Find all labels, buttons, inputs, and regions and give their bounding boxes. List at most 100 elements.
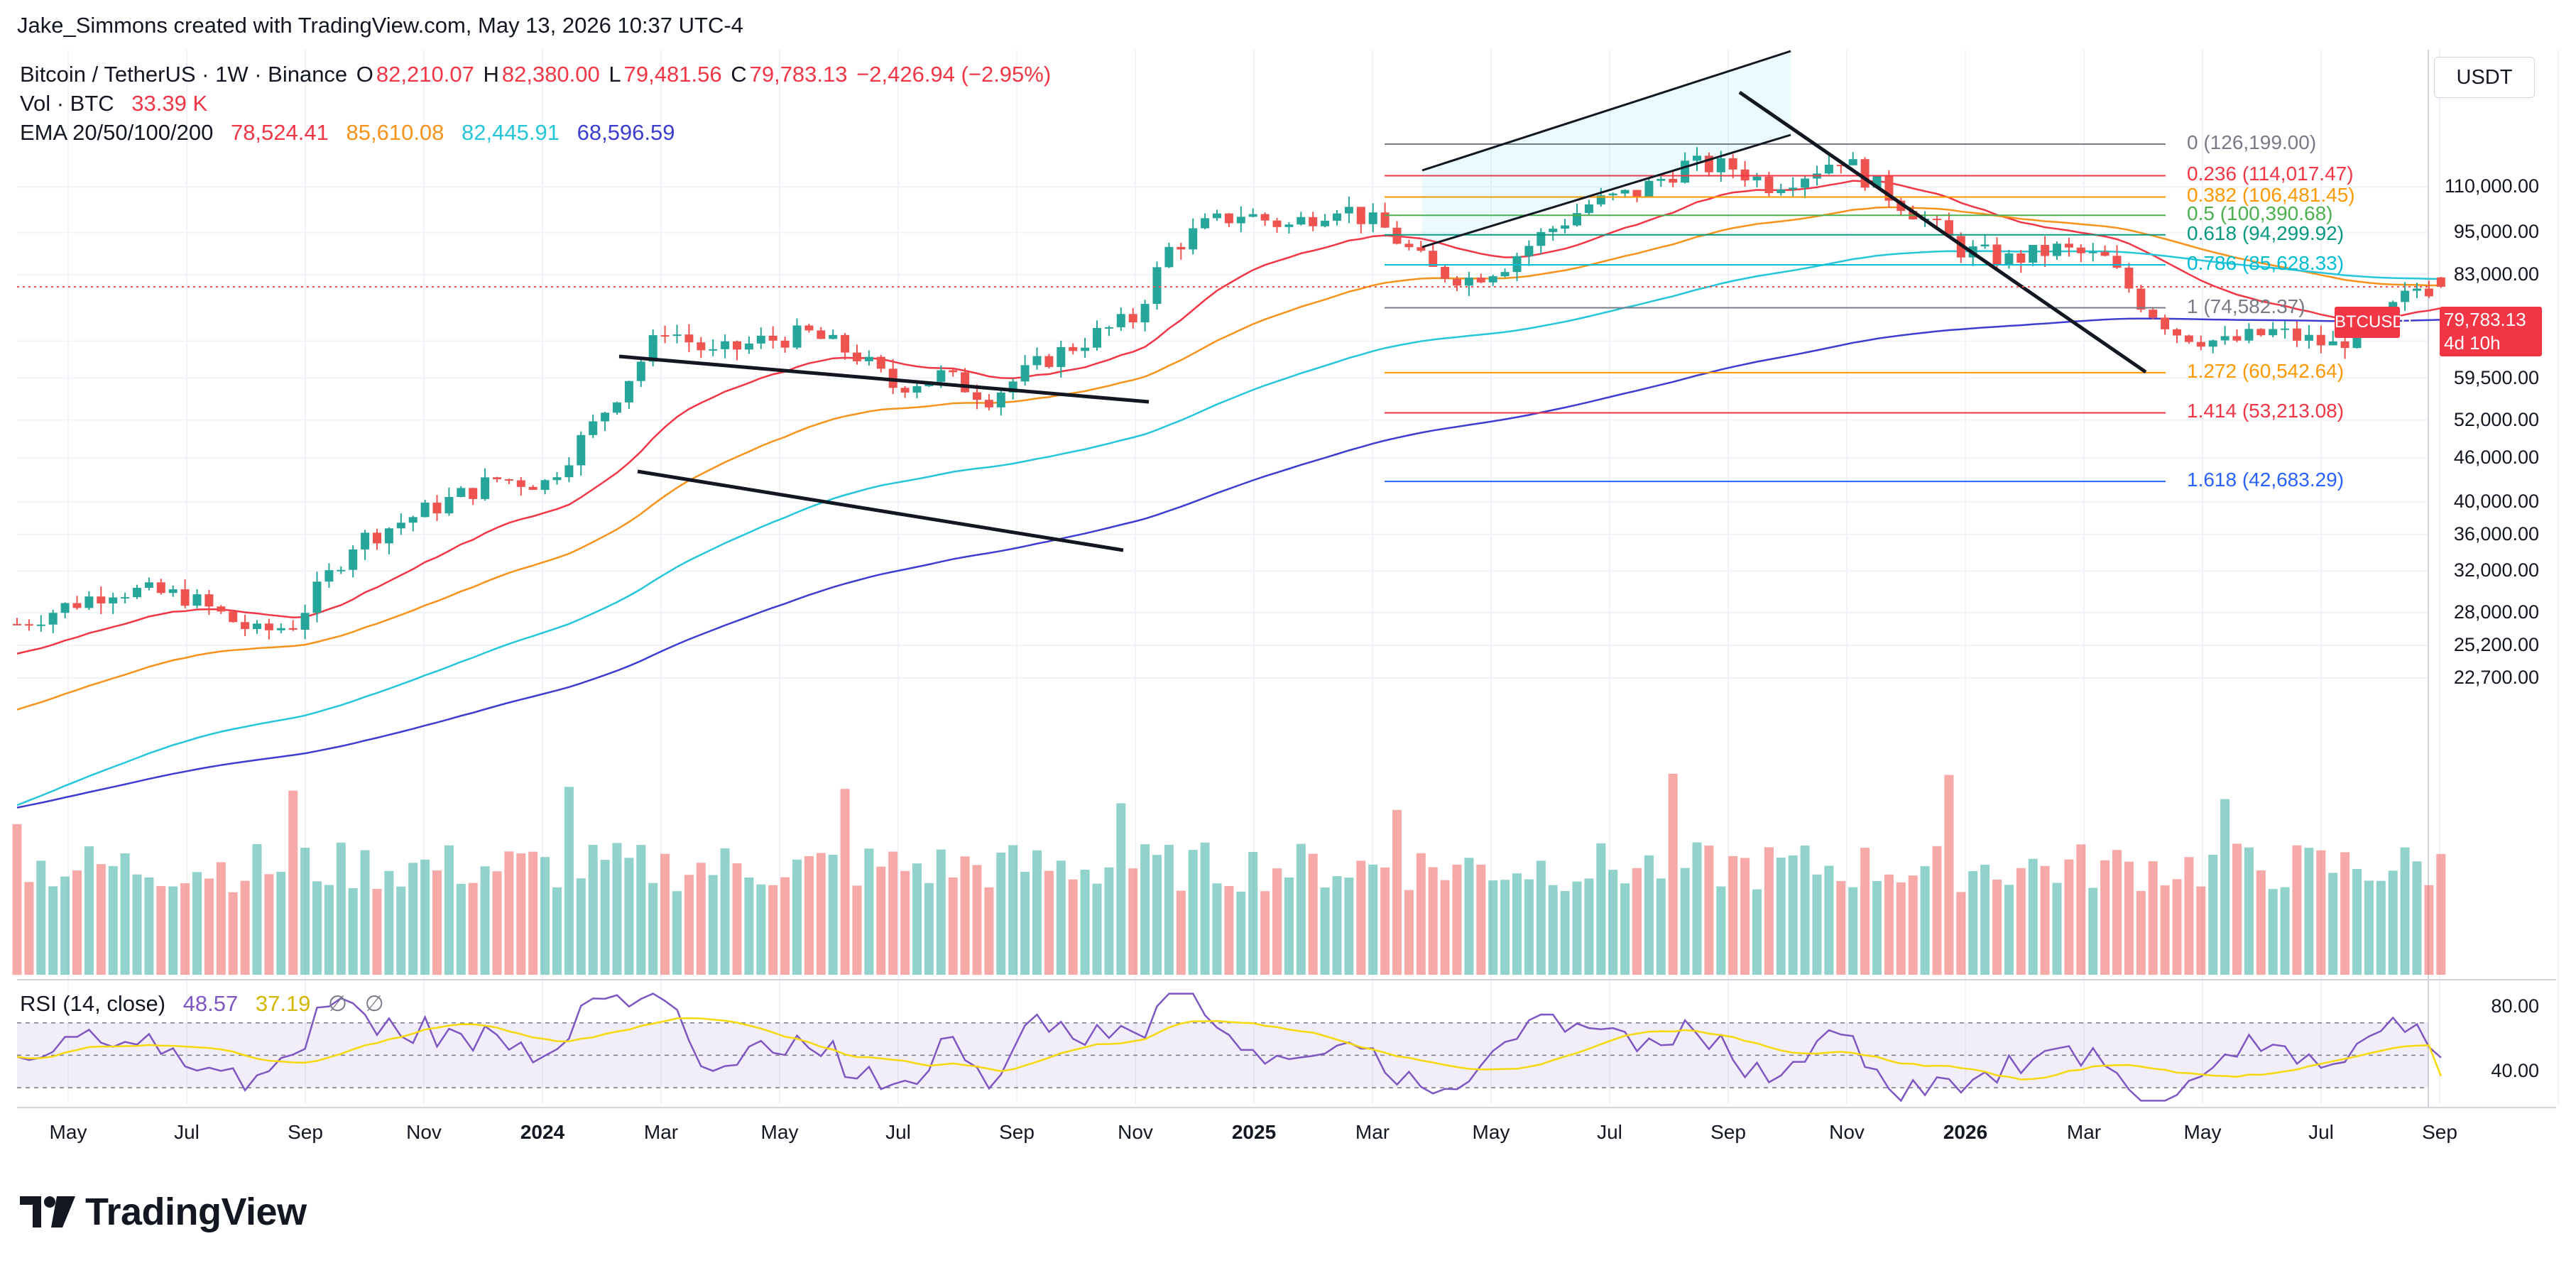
time-axis-label: 2024 — [520, 1121, 565, 1143]
candle-body — [144, 582, 153, 588]
volume-bar — [2220, 799, 2230, 975]
time-axis-label: Nov — [406, 1121, 442, 1143]
current-price-value: 79,783.13 — [2444, 309, 2526, 330]
candles — [13, 147, 2445, 640]
candle-body — [528, 486, 537, 491]
volume-bar — [2172, 879, 2182, 975]
volume-bar — [1956, 892, 1966, 975]
volume-bar — [1356, 860, 1366, 975]
time-axis-label: Jul — [885, 1121, 911, 1143]
volume-bar — [1116, 803, 1126, 975]
volume-bar — [708, 875, 718, 975]
volume-bar — [1080, 869, 1090, 975]
volume-bar — [12, 824, 22, 975]
volume-bar — [204, 878, 214, 975]
volume-bar — [504, 851, 514, 975]
ema50-value: 85,610.08 — [346, 120, 444, 145]
currency-button[interactable]: USDT — [2434, 57, 2535, 98]
candle-body — [1333, 213, 1341, 221]
candle-body — [192, 594, 202, 606]
candle-body — [1632, 190, 1642, 197]
volume-bar — [2232, 843, 2242, 975]
candle-body — [2149, 310, 2158, 318]
volume-bar — [336, 842, 346, 975]
candle-body — [709, 349, 718, 351]
volume-bar — [1008, 845, 1018, 975]
candle-body — [2088, 251, 2097, 253]
volume-bar — [2052, 882, 2062, 975]
open-value: 82,210.07 — [376, 62, 474, 87]
volume-bar — [1620, 883, 1630, 975]
candle-body — [697, 342, 706, 351]
candle-body — [2304, 334, 2313, 341]
volume-bar — [1932, 846, 1942, 975]
volume-bar — [1632, 868, 1642, 975]
volume-bar — [2088, 887, 2098, 975]
time-axis-label: Nov — [1829, 1121, 1865, 1143]
candle-body — [2244, 329, 2254, 341]
candle-body — [780, 340, 790, 348]
volume-bar — [60, 876, 70, 975]
volume-bar — [168, 886, 178, 975]
candle-body — [457, 488, 466, 498]
volume-bar — [1776, 858, 1786, 975]
volume-bar — [1680, 868, 1690, 975]
candle-body — [361, 532, 370, 550]
candle-body — [1404, 244, 1414, 248]
volume-bar — [948, 877, 958, 975]
volume-bar — [228, 892, 238, 975]
volume-bar — [1560, 891, 1570, 975]
fib-level-label: 0 (126,199.00) — [2187, 131, 2317, 153]
volume-bar — [2112, 850, 2122, 975]
volume-bar — [756, 884, 766, 975]
candle-body — [2269, 329, 2278, 336]
tradingview-logo[interactable]: TradingView — [20, 1190, 307, 1234]
volume-bar — [492, 871, 502, 975]
volume-bar — [96, 864, 106, 975]
candle-body — [2184, 335, 2193, 342]
candle-body — [469, 488, 478, 499]
candle-body — [2064, 244, 2073, 248]
volume-bar — [792, 859, 802, 975]
volume-bar — [912, 863, 922, 975]
volume-bar — [108, 865, 118, 975]
volume-bar — [288, 790, 298, 975]
volume-bar — [1860, 848, 1870, 975]
candle-body — [2232, 336, 2242, 341]
volume-bar — [864, 848, 874, 975]
volume-bar — [996, 852, 1006, 975]
candle-body — [864, 356, 873, 361]
volume-bar — [2412, 861, 2422, 975]
volume-bar — [2328, 873, 2338, 975]
volume-bar — [660, 853, 670, 975]
volume-bar — [408, 863, 418, 975]
ema20-value: 78,524.41 — [230, 120, 329, 145]
price-axis-label: 22,700.00 — [2453, 666, 2539, 688]
candle-body — [768, 335, 777, 341]
volume-bar — [2196, 886, 2206, 975]
trendlines — [618, 50, 2147, 552]
volume-bar — [1452, 864, 1462, 975]
candle-body — [48, 613, 58, 625]
volume-bar — [1596, 843, 1606, 975]
volume-bar — [1512, 873, 1522, 975]
candle-body — [121, 597, 130, 599]
candle-body — [1057, 346, 1066, 367]
volume-bar — [36, 860, 46, 975]
candle-body — [2208, 340, 2217, 347]
candle-body — [624, 381, 633, 403]
volume-bar — [984, 887, 994, 975]
candle-body — [2173, 329, 2181, 336]
candle-body — [1801, 178, 1810, 188]
price-axis-label: 25,200.00 — [2453, 634, 2539, 656]
candle-body — [2220, 336, 2230, 341]
candle-body — [1789, 187, 1798, 190]
fib-level-label: 1.618 (42,683.29) — [2187, 469, 2345, 491]
candle-body — [2124, 268, 2134, 289]
candle-body — [384, 528, 393, 544]
volume-bar — [2064, 859, 2074, 975]
candle-body — [288, 628, 298, 630]
candle-body — [324, 570, 334, 582]
volume-bar — [72, 870, 82, 975]
